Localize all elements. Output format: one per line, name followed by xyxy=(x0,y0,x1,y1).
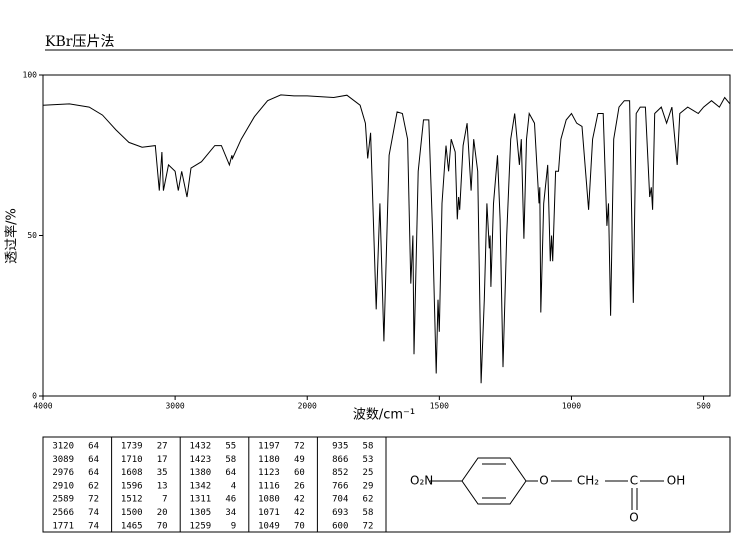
peak-transmittance: 55 xyxy=(225,442,236,452)
peak-wavenumber: 866 xyxy=(332,455,348,465)
x-tick-label: 4000 xyxy=(33,402,52,411)
peak-transmittance: 42 xyxy=(294,495,305,505)
peak-transmittance: 7 xyxy=(162,495,167,505)
peak-wavenumber: 2976 xyxy=(52,468,74,478)
structure-label: CH₂ xyxy=(577,474,599,488)
peak-wavenumber: 1305 xyxy=(190,508,212,518)
peak-wavenumber: 1180 xyxy=(258,455,280,465)
peak-wavenumber: 2566 xyxy=(52,508,74,518)
peak-wavenumber: 1500 xyxy=(121,508,143,518)
peak-transmittance: 17 xyxy=(157,455,168,465)
peak-wavenumber: 704 xyxy=(332,495,348,505)
x-tick-label: 2000 xyxy=(298,402,317,411)
peak-transmittance: 72 xyxy=(294,442,305,452)
peak-wavenumber: 766 xyxy=(332,481,348,491)
peak-transmittance: 74 xyxy=(88,521,99,531)
peak-wavenumber: 1311 xyxy=(190,495,212,505)
y-tick-label: 100 xyxy=(23,71,38,80)
peak-transmittance: 58 xyxy=(225,455,236,465)
peak-wavenumber: 1596 xyxy=(121,481,143,491)
peak-wavenumber: 1380 xyxy=(190,468,212,478)
peak-transmittance: 53 xyxy=(363,455,374,465)
peak-wavenumber: 852 xyxy=(332,468,348,478)
peak-wavenumber: 3089 xyxy=(52,455,74,465)
peak-wavenumber: 2910 xyxy=(52,481,74,491)
peak-transmittance: 4 xyxy=(231,481,236,491)
peak-transmittance: 26 xyxy=(294,481,305,491)
peak-transmittance: 42 xyxy=(294,508,305,518)
structure-label: OH xyxy=(667,474,685,488)
peak-transmittance: 72 xyxy=(363,521,374,531)
peak-wavenumber: 1608 xyxy=(121,468,143,478)
peak-transmittance: 62 xyxy=(363,495,374,505)
peak-transmittance: 62 xyxy=(88,481,99,491)
peak-transmittance: 70 xyxy=(294,521,305,531)
peak-transmittance: 46 xyxy=(225,495,236,505)
peak-transmittance: 72 xyxy=(88,495,99,505)
peak-wavenumber: 1432 xyxy=(190,442,212,452)
peak-transmittance: 34 xyxy=(225,508,236,518)
peak-wavenumber: 1080 xyxy=(258,495,280,505)
x-tick-label: 500 xyxy=(696,402,711,411)
peak-wavenumber: 1423 xyxy=(190,455,212,465)
x-tick-label: 1000 xyxy=(562,402,581,411)
peak-wavenumber: 1771 xyxy=(52,521,74,531)
peak-transmittance: 29 xyxy=(363,481,374,491)
peak-wavenumber: 935 xyxy=(332,442,348,452)
peak-wavenumber: 693 xyxy=(332,508,348,518)
peak-wavenumber: 1259 xyxy=(190,521,212,531)
structure-label: O₂N xyxy=(410,474,433,488)
peak-wavenumber: 1123 xyxy=(258,468,280,478)
peak-transmittance: 74 xyxy=(88,508,99,518)
peak-wavenumber: 2589 xyxy=(52,495,74,505)
chart-title: KBr压片法 xyxy=(45,34,114,50)
peak-transmittance: 58 xyxy=(363,442,374,452)
structure-label: O xyxy=(629,511,638,525)
structure-label: C xyxy=(630,474,638,488)
peak-transmittance: 70 xyxy=(157,521,168,531)
peak-transmittance: 64 xyxy=(225,468,236,478)
x-axis-label: 波数/cm⁻¹ xyxy=(353,408,415,423)
peak-wavenumber: 1071 xyxy=(258,508,280,518)
structure-bonds xyxy=(430,457,664,510)
peak-transmittance: 35 xyxy=(157,468,168,478)
peak-transmittance: 20 xyxy=(157,508,168,518)
peak-wavenumber: 1049 xyxy=(258,521,280,531)
peak-transmittance: 64 xyxy=(88,455,99,465)
peak-wavenumber: 600 xyxy=(332,521,348,531)
peak-wavenumber: 1342 xyxy=(190,481,212,491)
peak-transmittance: 13 xyxy=(157,481,168,491)
peak-wavenumber: 1465 xyxy=(121,521,143,531)
peak-transmittance: 25 xyxy=(363,468,374,478)
structure-label: O xyxy=(539,474,548,488)
spectrum-line xyxy=(42,94,731,384)
y-axis-label: 透过率/% xyxy=(4,208,20,264)
y-tick-label: 50 xyxy=(27,231,37,240)
peak-wavenumber: 1116 xyxy=(258,481,280,491)
x-tick-label: 1500 xyxy=(430,402,449,411)
peak-wavenumber: 1710 xyxy=(121,455,143,465)
peak-wavenumber: 1512 xyxy=(121,495,143,505)
peak-transmittance: 64 xyxy=(88,442,99,452)
peak-transmittance: 9 xyxy=(231,521,236,531)
y-tick-label: 0 xyxy=(32,392,37,401)
x-tick-label: 3000 xyxy=(165,402,184,411)
peak-wavenumber: 1197 xyxy=(258,442,280,452)
peak-transmittance: 27 xyxy=(157,442,168,452)
peak-wavenumber: 1739 xyxy=(121,442,143,452)
peak-transmittance: 64 xyxy=(88,468,99,478)
peak-wavenumber: 3120 xyxy=(52,442,74,452)
peak-transmittance: 58 xyxy=(363,508,374,518)
peak-transmittance: 60 xyxy=(294,468,305,478)
peak-transmittance: 49 xyxy=(294,455,305,465)
